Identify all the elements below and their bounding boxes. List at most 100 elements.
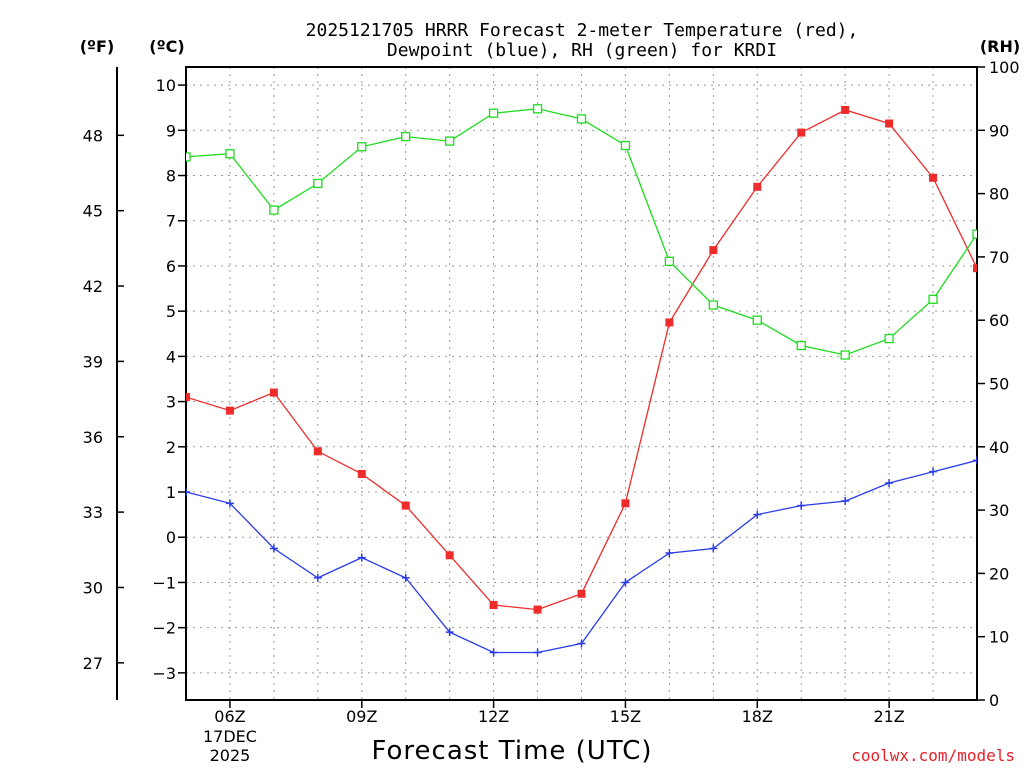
series-layer — [186, 104, 977, 657]
rh-point — [840, 350, 850, 360]
fahrenheit-tick-label: 42 — [83, 277, 103, 296]
rh-tick-label: 80 — [989, 185, 1009, 204]
x-tick-label: 09Z — [346, 707, 377, 726]
rh-tick-label: 30 — [989, 501, 1009, 520]
temperature-point — [665, 318, 674, 327]
fahrenheit-tick-label: 45 — [83, 202, 103, 221]
dewpoint-point — [489, 648, 498, 657]
x-tick-label: 15Z — [610, 707, 641, 726]
rh-point — [225, 149, 235, 159]
fahrenheit-tick-label: 36 — [83, 428, 103, 447]
rh-point — [796, 340, 806, 351]
temperature-point — [313, 447, 322, 456]
temperature-line — [186, 109, 977, 611]
dewpoint-point — [269, 544, 278, 553]
celsius-tick-label: 10 — [156, 76, 176, 95]
dewpoint-point — [797, 501, 806, 510]
rh-point — [664, 256, 675, 266]
rh-point — [357, 142, 367, 152]
temperature-point — [885, 119, 894, 128]
temperature-point — [709, 246, 718, 255]
temperature-point — [973, 264, 977, 273]
rh-point — [752, 315, 762, 325]
dewpoint-point — [577, 639, 586, 648]
dewpoint-point — [885, 478, 894, 487]
temperature-point — [269, 388, 278, 397]
dewpoint-point — [357, 553, 366, 562]
dewpoint-point — [973, 456, 977, 465]
celsius-tick-label: 4 — [166, 347, 176, 366]
fahrenheit-tick-label: 39 — [83, 352, 103, 371]
x-tick-label: 12Z — [478, 707, 509, 726]
rh-tick-label: 0 — [989, 691, 999, 710]
temperature-point — [401, 501, 410, 510]
dewpoint-point — [621, 578, 630, 587]
temperature-point — [357, 469, 366, 478]
dewpoint-point — [225, 499, 234, 508]
x-tick-date-label: 17DEC — [203, 727, 257, 746]
celsius-tick-label: 0 — [166, 528, 176, 547]
dewpoint-point — [533, 648, 542, 657]
celsius-axis-label: (ºC) — [149, 37, 184, 56]
celsius-tick-label: −1 — [152, 573, 176, 592]
x-tick-label: 18Z — [742, 707, 773, 726]
celsius-tick-label: −2 — [152, 619, 176, 638]
celsius-tick-label: −3 — [152, 664, 176, 683]
fahrenheit-tick-label: 30 — [83, 578, 103, 597]
dewpoint-point — [401, 573, 410, 582]
temperature-point — [489, 601, 498, 610]
temperature-point — [841, 105, 850, 114]
rh-point — [269, 205, 279, 215]
rh-point — [708, 300, 718, 310]
temperature-point — [621, 499, 630, 508]
rh-point — [620, 140, 631, 151]
dewpoint-point — [445, 628, 454, 637]
celsius-tick-label: 3 — [166, 393, 176, 412]
rh-tick-label: 70 — [989, 248, 1009, 267]
fahrenheit-tick-label: 33 — [83, 503, 103, 522]
x-tick-year-label: 2025 — [210, 746, 251, 765]
celsius-tick-label: 7 — [166, 212, 176, 231]
celsius-tick-label: 9 — [166, 121, 176, 140]
rh-point — [186, 152, 191, 162]
celsius-tick-label: 8 — [166, 167, 176, 186]
x-tick-label: 21Z — [873, 707, 904, 726]
rh-tick-label: 90 — [989, 121, 1009, 140]
x-axis-title: Forecast Time (UTC) — [371, 736, 652, 766]
axes: 2730333639424548−3−2−1012345678910010203… — [83, 58, 1020, 765]
celsius-tick-label: 1 — [166, 483, 176, 502]
fahrenheit-tick-label: 48 — [83, 126, 103, 145]
temperature-point — [186, 393, 190, 402]
temperature-point — [533, 605, 542, 614]
rh-tick-label: 50 — [989, 375, 1009, 394]
dewpoint-point — [313, 573, 322, 582]
rh-point — [488, 108, 499, 118]
chart-title-line2: Dewpoint (blue), RH (green) for KRDI — [387, 40, 777, 61]
celsius-tick-label: 5 — [166, 302, 176, 321]
temperature-point — [797, 128, 806, 137]
chart-title-line1: 2025121705 HRRR Forecast 2-meter Tempera… — [306, 20, 859, 41]
dewpoint-point — [186, 488, 190, 497]
dewpoint-point — [929, 467, 938, 476]
rh-tick-label: 100 — [989, 58, 1020, 77]
temperature-point — [753, 182, 762, 191]
rh-point — [928, 294, 938, 304]
rh-point — [884, 333, 894, 344]
rh-point — [972, 229, 977, 239]
fahrenheit-tick-label: 27 — [83, 654, 103, 673]
rh-axis-label: (RH) — [980, 37, 1020, 56]
rh-point — [576, 114, 587, 124]
dewpoint-line — [186, 459, 977, 654]
temperature-point — [225, 406, 234, 415]
dewpoint-point — [709, 544, 718, 553]
rh-point — [532, 104, 543, 114]
rh-point — [445, 136, 455, 146]
rh-point — [313, 178, 323, 189]
series-clip-group — [186, 104, 977, 657]
rh-point — [401, 131, 411, 142]
rh-tick-label: 40 — [989, 438, 1009, 457]
temperature-point — [929, 173, 938, 182]
fahrenheit-axis-label: (ºF) — [80, 37, 115, 56]
celsius-tick-label: 2 — [166, 438, 176, 457]
